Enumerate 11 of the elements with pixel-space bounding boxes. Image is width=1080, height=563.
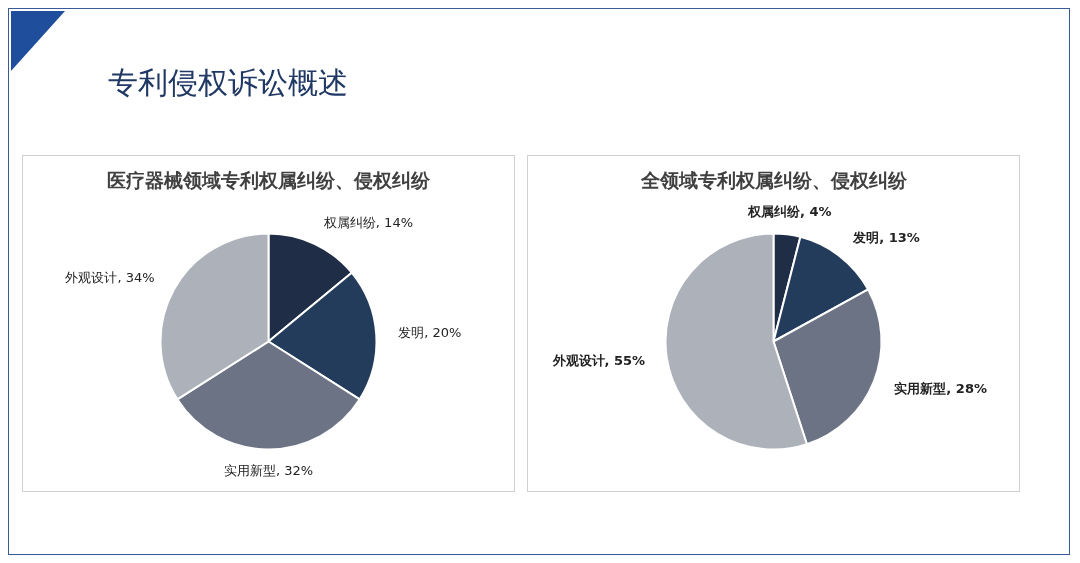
slice-label: 权属纠纷, 4% xyxy=(747,203,832,219)
slice-label: 权属纠纷, 14% xyxy=(322,215,414,231)
chart-title: 全领域专利权属纠纷、侵权纠纷 xyxy=(639,168,908,193)
slice-label: 外观设计, 34% xyxy=(65,270,155,286)
slice-label: 实用新型, 32% xyxy=(223,462,314,478)
text: 专利侵权诉讼概述 xyxy=(108,64,348,102)
chart-title: 医疗器械领域专利权属纠纷、侵权纠纷 xyxy=(106,168,431,193)
slice-label: 发明, 13% xyxy=(852,230,920,246)
slice-label: 外观设计, 55% xyxy=(551,353,646,369)
slice-label: 实用新型, 28% xyxy=(894,380,987,396)
slice-label: 发明, 20% xyxy=(398,324,462,340)
